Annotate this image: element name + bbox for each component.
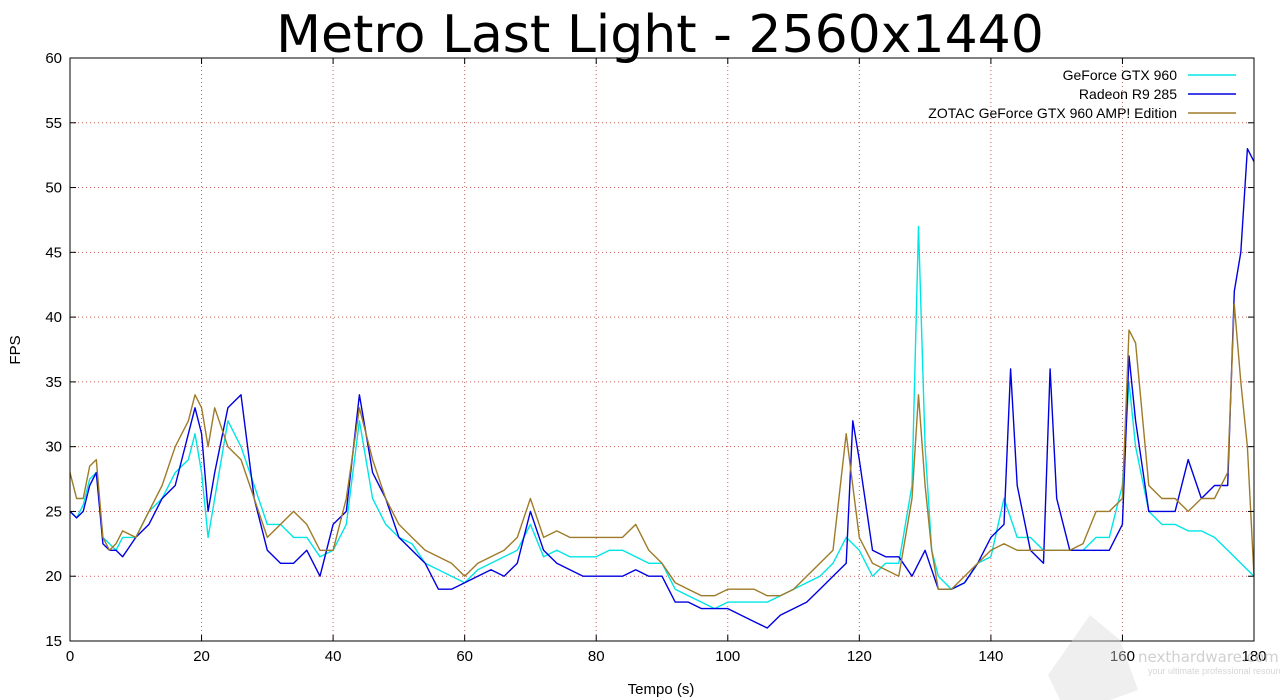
x-tick-label: 120 bbox=[847, 648, 872, 665]
chart-title: Metro Last Light - 2560x1440 bbox=[276, 5, 1044, 65]
watermark-tagline: your ultimate professional resource bbox=[1148, 666, 1280, 676]
watermark-brand-text: nexthardware.com bbox=[1138, 648, 1279, 666]
plot-frame bbox=[69, 57, 1255, 642]
x-tick-label: 0 bbox=[66, 648, 74, 665]
watermark-logo: nexthardware.com your ultimate professio… bbox=[1048, 615, 1280, 700]
x-tick-label: 60 bbox=[456, 648, 473, 665]
x-tick-label: 100 bbox=[715, 648, 740, 665]
watermark-shape bbox=[1048, 615, 1138, 700]
legend-label-2: ZOTAC GeForce GTX 960 AMP! Edition bbox=[928, 105, 1177, 121]
y-tick-label: 30 bbox=[45, 439, 62, 456]
x-tick-label: 180 bbox=[1241, 648, 1266, 665]
y-tick-label: 35 bbox=[45, 374, 62, 391]
series-line-0 bbox=[69, 225, 1255, 610]
series-line-1 bbox=[69, 148, 1255, 629]
y-tick-label: 15 bbox=[45, 633, 62, 650]
x-tick-label: 140 bbox=[978, 648, 1003, 665]
x-tick-label: 80 bbox=[588, 648, 605, 665]
y-tick-label: 40 bbox=[45, 309, 62, 326]
tick-layer: 0 20 40 60 80 100 120 140 160 180 15 20 25 30 35 40 45 50… bbox=[45, 50, 1266, 665]
y-tick-label: 45 bbox=[45, 244, 62, 261]
y-tick-label: 50 bbox=[45, 180, 62, 197]
legend-label-0: GeForce GTX 960 bbox=[1063, 67, 1178, 83]
grid-layer bbox=[70, 58, 1254, 641]
x-tick-label: 20 bbox=[193, 648, 210, 665]
y-axis-label: FPS bbox=[7, 335, 24, 364]
x-axis-label: Tempo (s) bbox=[628, 681, 695, 698]
legend: GeForce GTX 960 Radeon R9 285 ZOTAC GeForc… bbox=[928, 67, 1236, 121]
y-tick-label: 20 bbox=[45, 568, 62, 585]
y-tick-label: 55 bbox=[45, 115, 62, 132]
series-layer bbox=[69, 148, 1255, 629]
series-line-2 bbox=[69, 303, 1255, 597]
x-tick-label: 40 bbox=[325, 648, 342, 665]
legend-label-1: Radeon R9 285 bbox=[1079, 86, 1177, 102]
y-tick-label: 60 bbox=[45, 50, 62, 67]
y-tick-label: 25 bbox=[45, 503, 62, 520]
x-tick-label: 160 bbox=[1110, 648, 1135, 665]
